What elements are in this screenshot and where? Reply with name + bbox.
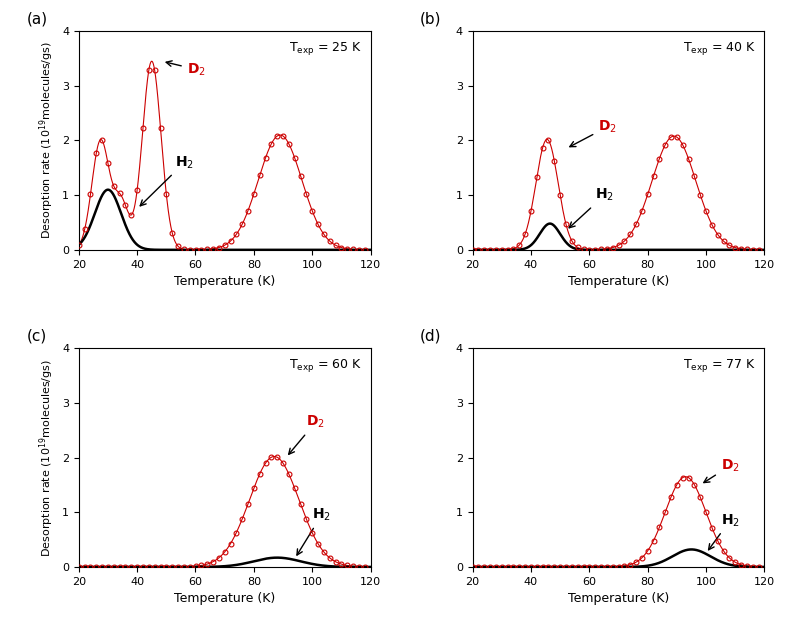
- Text: (b): (b): [420, 12, 441, 27]
- X-axis label: Temperature (K): Temperature (K): [174, 275, 275, 288]
- X-axis label: Temperature (K): Temperature (K): [568, 592, 669, 605]
- Text: D$_2$: D$_2$: [704, 457, 739, 483]
- Text: (d): (d): [420, 329, 441, 344]
- Text: T$_\mathregular{exp}$ = 77 K: T$_\mathregular{exp}$ = 77 K: [683, 357, 756, 374]
- Text: T$_\mathregular{exp}$ = 60 K: T$_\mathregular{exp}$ = 60 K: [289, 357, 362, 374]
- X-axis label: Temperature (K): Temperature (K): [568, 275, 669, 288]
- Text: D$_2$: D$_2$: [166, 61, 206, 78]
- Text: H$_2$: H$_2$: [569, 187, 614, 228]
- Text: T$_\mathregular{exp}$ = 25 K: T$_\mathregular{exp}$ = 25 K: [289, 40, 362, 57]
- X-axis label: Temperature (K): Temperature (K): [174, 592, 275, 605]
- Y-axis label: Desorption rate (10$^{19}$molecules/gs): Desorption rate (10$^{19}$molecules/gs): [38, 359, 57, 556]
- Text: D$_2$: D$_2$: [570, 118, 617, 146]
- Text: T$_\mathregular{exp}$ = 40 K: T$_\mathregular{exp}$ = 40 K: [682, 40, 756, 57]
- Text: H$_2$: H$_2$: [297, 506, 331, 555]
- Text: (a): (a): [26, 12, 47, 27]
- Text: H$_2$: H$_2$: [140, 154, 194, 206]
- Text: H$_2$: H$_2$: [708, 512, 740, 549]
- Text: (c): (c): [26, 329, 46, 344]
- Y-axis label: Desorption rate (10$^{19}$molecules/gs): Desorption rate (10$^{19}$molecules/gs): [38, 42, 57, 239]
- Text: D$_2$: D$_2$: [288, 414, 325, 454]
